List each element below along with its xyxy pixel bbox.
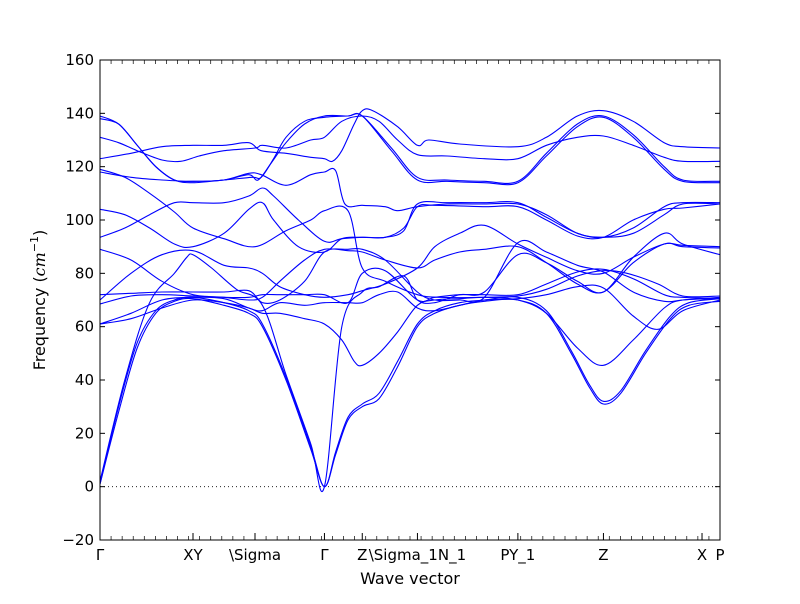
y-tick-label: 20 xyxy=(75,424,94,442)
x-axis-ticks: Γ XY \Sigma Γ Z \Sigma_1N_1 PY_1 Z X P xyxy=(96,533,725,565)
x-tick-label: \Sigma xyxy=(229,546,281,564)
branch-line-8 xyxy=(100,187,720,243)
branch-line-17 xyxy=(100,232,720,493)
x-tick-label: Z xyxy=(357,546,367,564)
y-tick-label: 100 xyxy=(65,211,94,229)
branch-line-14 xyxy=(100,296,720,367)
x-tick-label: Γ xyxy=(320,546,329,564)
y-tick-label: 60 xyxy=(75,318,94,336)
x-axis-minor-ticks xyxy=(99,60,721,540)
y-tick-label: 40 xyxy=(75,371,94,389)
y-axis-label: Frequency (cm−1) xyxy=(28,230,49,371)
branch-line-15 xyxy=(100,297,720,488)
x-tick-label: \Sigma_1N_1 xyxy=(369,546,466,565)
branch-line-12 xyxy=(100,267,720,305)
x-tick-label: XY xyxy=(183,546,203,564)
x-tick-label: P xyxy=(715,546,724,564)
branch-line-4 xyxy=(100,115,720,163)
y-tick-label: 0 xyxy=(84,478,94,496)
branch-line-13 xyxy=(100,284,720,330)
branch-line-5 xyxy=(100,168,720,299)
branch-line-2 xyxy=(100,112,720,186)
x-axis-label: Wave vector xyxy=(360,569,460,588)
y-tick-label: 120 xyxy=(65,158,94,176)
branch-line-3 xyxy=(100,108,720,163)
dispersion-branches xyxy=(100,108,720,493)
x-tick-label: Z xyxy=(598,546,608,564)
y-tick-label: 140 xyxy=(65,104,94,122)
x-tick-label: PY_1 xyxy=(500,546,535,565)
y-tick-label: 80 xyxy=(75,264,94,282)
y-axis-ticks: −20 0 20 40 60 80 100 120 140 160 xyxy=(62,51,720,549)
x-tick-label: X xyxy=(697,546,707,564)
y-tick-label: −20 xyxy=(62,531,94,549)
branch-line-11 xyxy=(100,239,720,305)
y-tick-label: 160 xyxy=(65,51,94,69)
x-tick-label: Γ xyxy=(96,546,105,564)
branch-line-16 xyxy=(100,296,720,488)
